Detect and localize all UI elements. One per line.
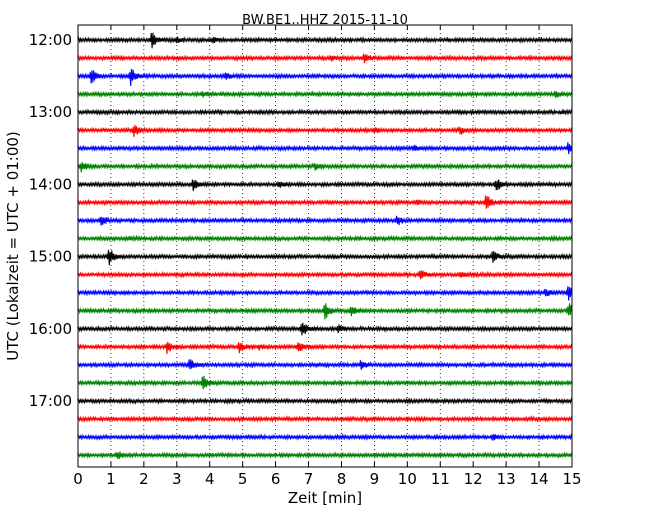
trace-1700 xyxy=(77,397,573,406)
plot-frame xyxy=(77,24,573,468)
trace-1500 xyxy=(77,249,573,266)
trace-1230 xyxy=(77,68,573,86)
x-axis-label: Zeit [min] xyxy=(288,489,362,507)
trace-1600 xyxy=(77,322,573,336)
y-tick-label: 16:00 xyxy=(29,320,72,338)
trace-1330 xyxy=(77,142,573,155)
trace-1645 xyxy=(77,375,573,390)
trace-1445 xyxy=(77,234,573,243)
trace-rows xyxy=(77,32,573,460)
trace-1515 xyxy=(77,270,573,280)
x-tick-label: 1 xyxy=(106,470,116,488)
trace-1730 xyxy=(77,433,573,442)
trace-1245 xyxy=(77,90,573,99)
y-tick-label: 15:00 xyxy=(29,248,72,266)
x-tick-label: 10 xyxy=(398,470,417,488)
x-tick-label: 8 xyxy=(337,470,347,488)
trace-1615 xyxy=(77,341,573,355)
y-axis-label: UTC (Lokalzeit = UTC + 01:00) xyxy=(4,131,22,361)
trace-1715 xyxy=(77,415,573,423)
x-tick-label: 9 xyxy=(370,470,380,488)
trace-1400 xyxy=(77,179,573,192)
y-tick-label: 12:00 xyxy=(29,31,72,49)
x-tick-label: 6 xyxy=(271,470,281,488)
trace-1200 xyxy=(77,32,573,49)
trace-1415 xyxy=(77,195,573,209)
x-tick-label: 4 xyxy=(205,470,215,488)
y-tick-label: 13:00 xyxy=(29,103,72,121)
vertical-grid xyxy=(110,25,540,467)
y-tick-label: 14:00 xyxy=(29,175,72,193)
trace-1430 xyxy=(77,215,573,226)
x-axis: 0 1 2 3 4 5 6 7 8 9 10 11 12 13 14 15 xyxy=(73,25,582,488)
trace-1215 xyxy=(77,53,573,64)
y-tick-label: 17:00 xyxy=(29,392,72,410)
trace-1530 xyxy=(77,286,573,301)
x-tick-label: 13 xyxy=(497,470,516,488)
x-tick-label: 5 xyxy=(238,470,248,488)
trace-1545 xyxy=(77,303,573,320)
trace-1345 xyxy=(77,162,573,173)
x-tick-label: 14 xyxy=(530,470,549,488)
trace-1300 xyxy=(77,108,573,117)
x-tick-label: 7 xyxy=(304,470,314,488)
trace-1315 xyxy=(77,124,573,137)
x-tick-label: 3 xyxy=(172,470,182,488)
chart-title: BW.BE1..HHZ 2015-11-10 xyxy=(242,13,408,28)
x-tick-label: 12 xyxy=(464,470,483,488)
y-axis: 12:00 13:00 14:00 15:00 16:00 17:00 xyxy=(29,31,572,410)
trace-1745 xyxy=(77,451,573,460)
trace-1630 xyxy=(77,359,573,370)
x-tick-label: 2 xyxy=(139,470,149,488)
x-tick-label: 0 xyxy=(73,470,83,488)
x-tick-label: 11 xyxy=(431,470,450,488)
x-tick-label: 15 xyxy=(562,470,581,488)
